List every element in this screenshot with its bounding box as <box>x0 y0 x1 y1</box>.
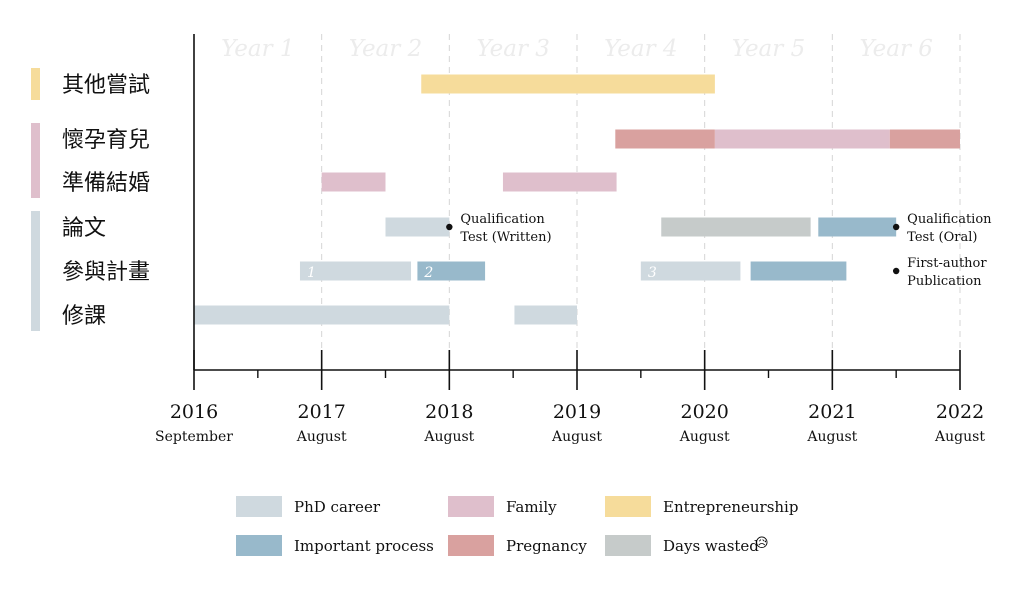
timeline-bars: 1 2 3 <box>194 74 960 325</box>
bar-projects-important <box>417 261 486 281</box>
year-header: Year 5 <box>732 36 805 62</box>
tick-label-month: August <box>679 429 730 445</box>
bar-label: 3 <box>648 265 657 281</box>
milestone-label: Test (Oral) <box>907 230 977 245</box>
bar-other-entrepreneurship <box>421 74 715 94</box>
bar-pregnancy-family <box>714 129 890 149</box>
year-headers: Year 1 Year 2 Year 3 Year 4 Year 5 Year 6 <box>221 36 933 62</box>
tick-label-month: August <box>806 429 857 445</box>
legend-swatch-entrepreneurship <box>605 496 651 517</box>
bar-courses-phd <box>514 305 577 325</box>
tick-label-year: 2021 <box>808 401 856 423</box>
legend-label-entrepreneurship: Entrepreneurship <box>663 498 798 516</box>
year-header: Year 4 <box>604 36 677 62</box>
bar-thesis-wasted <box>661 217 811 237</box>
milestone-dot <box>446 223 453 231</box>
group-color-markers <box>31 68 40 331</box>
milestone-dot <box>892 267 900 275</box>
legend-label-pregnancy: Pregnancy <box>506 537 587 555</box>
bar-projects-important <box>750 261 847 281</box>
time-axis: 2016 September 2017 August 2018 August 2019 Aug… <box>155 34 985 445</box>
milestone-dot <box>892 223 900 231</box>
legend-swatch-phd <box>236 496 282 517</box>
legend-label-family: Family <box>506 498 557 516</box>
group-marker-family <box>31 123 40 198</box>
legend-label-important: Important process <box>294 537 434 555</box>
bar-projects-phd <box>299 261 412 281</box>
group-marker-entrepreneurship <box>31 68 40 100</box>
tick-label-month: September <box>155 429 233 445</box>
bar-marriage-family <box>321 172 386 192</box>
milestone-label: Publication <box>907 274 982 289</box>
milestone-label: First-author <box>907 256 987 271</box>
legend: PhD career Family Entrepreneurship Importan… <box>236 496 798 556</box>
row-label-marriage: 準備結婚 <box>62 171 150 196</box>
year-header: Year 2 <box>349 36 422 62</box>
row-label-courses: 修課 <box>62 304 106 329</box>
bar-pregnancy-pregnancy <box>615 129 715 149</box>
bar-label: 1 <box>307 265 316 281</box>
bar-thesis-phd <box>385 217 450 237</box>
group-marker-phd <box>31 211 40 331</box>
tick-label-year: 2022 <box>936 401 984 423</box>
gridlines <box>321 34 961 356</box>
legend-swatch-pregnancy <box>448 535 494 556</box>
tick-label-month: August <box>296 429 347 445</box>
milestone-label: Qualification <box>460 212 545 227</box>
row-label-thesis: 論文 <box>62 216 106 241</box>
tick-label-year: 2019 <box>553 401 601 423</box>
tick-label-month: August <box>551 429 602 445</box>
row-label-projects: 參與計畫 <box>62 260 150 285</box>
legend-label-wasted: Days wasted <box>663 537 759 555</box>
tick-label-year: 2016 <box>170 401 218 423</box>
bar-pregnancy-pregnancy <box>889 129 960 149</box>
year-header: Year 3 <box>476 36 549 62</box>
tick-label-month: August <box>934 429 985 445</box>
milestone-label: Test (Written) <box>460 230 551 245</box>
legend-swatch-wasted <box>605 535 651 556</box>
row-label-pregnancy: 懷孕育兒 <box>62 128 150 153</box>
tick-label-year: 2018 <box>425 401 473 423</box>
bar-projects-phd <box>640 261 741 281</box>
tick-label-year: 2020 <box>680 401 728 423</box>
legend-swatch-important <box>236 535 282 556</box>
tick-label-year: 2017 <box>297 401 345 423</box>
legend-swatch-family <box>448 496 494 517</box>
milestone-annotations: Qualification Test (Written) Qualification… <box>446 212 992 289</box>
year-header: Year 6 <box>859 36 932 62</box>
legend-label-phd: PhD career <box>294 498 381 516</box>
year-header: Year 1 <box>221 36 294 62</box>
bar-courses-phd <box>194 305 450 325</box>
row-label-other: 其他嘗試 <box>62 73 150 98</box>
bar-thesis-important <box>818 217 897 237</box>
bar-marriage-family <box>502 172 617 192</box>
bar-label: 2 <box>423 265 433 281</box>
tick-label-month: August <box>423 429 474 445</box>
sad-face-icon: 😥 <box>755 536 769 551</box>
milestone-label: Qualification <box>907 212 992 227</box>
